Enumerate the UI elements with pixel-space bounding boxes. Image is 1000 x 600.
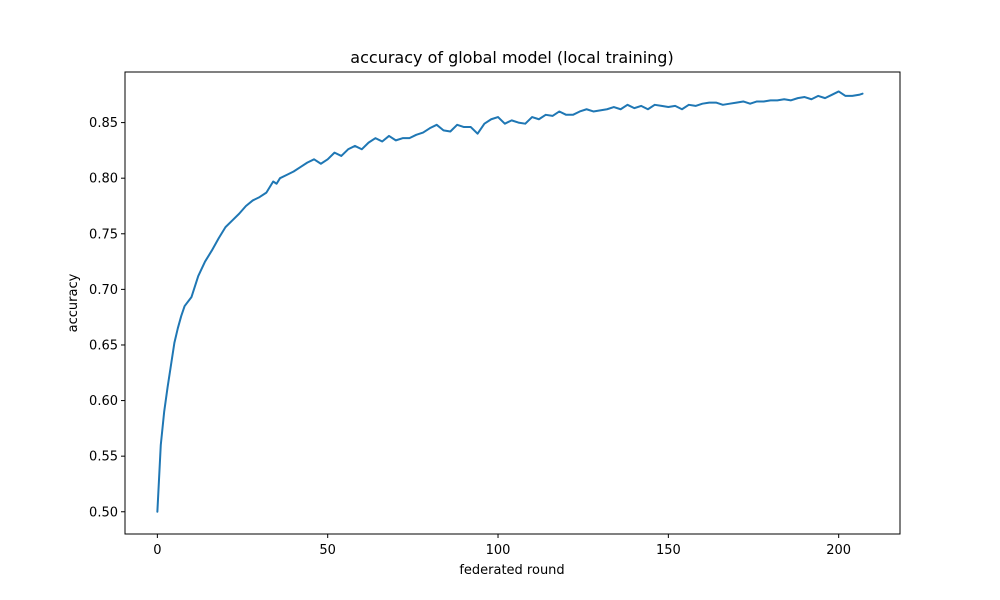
series-line-accuracy [156, 90, 864, 513]
y-tick-label: 0.80 [89, 172, 118, 187]
x-tick-label: 150 [656, 543, 681, 558]
x-tick-label: 50 [319, 543, 336, 558]
plot-frame [124, 71, 901, 535]
x-tick-label: 0 [153, 543, 161, 558]
y-tick-label: 0.60 [89, 394, 118, 409]
y-tick-label: 0.50 [89, 505, 118, 520]
y-tick-label: 0.70 [89, 283, 118, 298]
y-tick-label: 0.85 [89, 116, 118, 131]
x-axis-ticks: 0 50 100 150 200 [153, 534, 851, 558]
y-tick-label: 0.55 [89, 450, 118, 465]
y-axis-title: accuracy [66, 273, 81, 332]
series-layer [156, 90, 864, 513]
x-tick-label: 200 [826, 543, 851, 558]
x-tick-label: 100 [486, 543, 511, 558]
chart-title: accuracy of global model (local training… [350, 48, 673, 67]
plot-area [125, 72, 900, 534]
y-tick-label: 0.75 [89, 227, 118, 242]
y-tick-label: 0.65 [89, 338, 118, 353]
x-axis-title: federated round [459, 563, 564, 578]
y-axis-ticks: 0.50 0.55 0.60 0.65 0.70 0.75 0.80 0.85 [89, 116, 125, 520]
